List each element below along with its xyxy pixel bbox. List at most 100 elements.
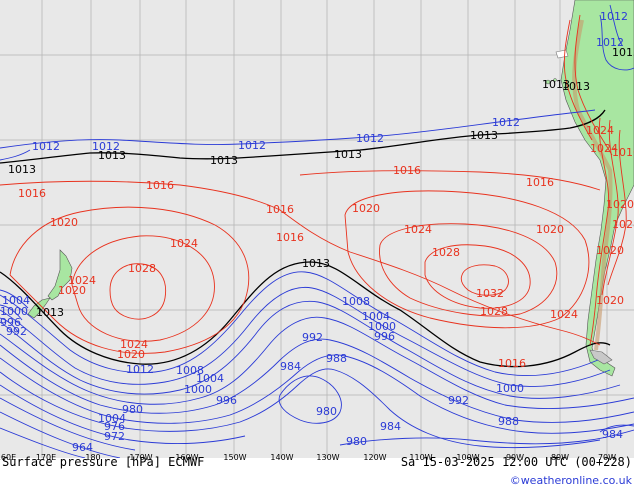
low-pressure-isobars [0,4,634,459]
isobar-label-1013: 1013 [542,78,570,91]
isobar-label-1020: 1020 [352,202,380,215]
isobar-label-996: 996 [0,316,21,329]
isobar-1020-coast [601,119,619,296]
isobar-1020 [9,206,250,354]
isobar-label-1000: 1000 [0,305,28,318]
isobar-988 [0,354,634,434]
galapagos-island [545,79,551,85]
isobar-label-1020: 1020 [536,223,564,236]
isobar-1013-south [0,261,611,368]
isobar-label-1013: 1013 [562,80,590,93]
isobar-label-1004: 1004 [362,310,390,323]
isobar-label-1032: 1032 [476,287,504,300]
isobar-label-1004: 1004 [2,294,30,307]
isobar-label-1020: 1020 [58,284,86,297]
isobar-label-1016: 1016 [393,164,421,177]
isobar-1012-sa [599,14,634,71]
isobar-label-1013: 1013 [612,46,634,59]
isobar-label-984: 984 [602,428,623,441]
isobar-label-984: 984 [380,420,401,433]
isobar-label-1000: 1000 [184,383,212,396]
blue-labels: 1012 1012 1012 1012 1012 1012 1008 1004 … [0,10,628,454]
isobar-label-1012: 1012 [596,36,624,49]
isobar-label-1020: 1020 [117,348,145,361]
lon-label: 180 [85,453,100,462]
isobar-label-1013: 1013 [8,163,36,176]
isobar-1028 [424,244,531,309]
isobar-label-1012: 1012 [356,132,384,145]
isobar-label-992: 992 [6,325,27,338]
isobar-label-1024: 1024 [550,308,578,321]
isobar-976 [0,397,136,451]
isobar-label-1013: 1013 [302,257,330,270]
isobar-984 [0,368,601,449]
isobar-label-1024: 1024 [68,274,96,287]
isobar-label-984: 980 [122,403,143,416]
isobar-label-1012: 1012 [126,363,154,376]
lon-label: 100W [456,453,479,462]
isobar-980-low [278,375,342,424]
lon-label: 160W [175,453,198,462]
isobar-label-980: 980 [316,405,337,418]
isobar-label-996: 996 [216,394,237,407]
isobar-984-east [599,424,634,433]
isobar-label-1012: 1012 [32,140,60,153]
footer-band [0,458,634,490]
isobar-label-980: 980 [346,435,367,448]
lon-label: 70W [598,453,616,462]
lon-label: 150W [223,453,246,462]
lon-label: 120W [363,453,386,462]
isobar-1024 [71,235,215,342]
new-zealand-north-island [47,249,73,301]
isobar-1012-west [0,149,31,161]
isobar-1020 [344,190,590,329]
forecast-datetime: Sa 15-03-2025 12:00 UTC (00+228) [401,455,632,469]
isobar-label-1016: 1016 [266,203,294,216]
isobar-label-1028: 1028 [480,305,508,318]
isobar-label-1028: 1028 [612,218,634,231]
isobar-label-1012: 1012 [238,139,266,152]
isobar-label-1020: 1020 [606,198,634,211]
andes-terrain [572,19,613,351]
lon-label: 170W [129,453,152,462]
isobar-964 [0,427,86,459]
isobar-label-1020: 1020 [596,244,624,257]
credit-link[interactable]: ©weatheronline.co.uk [510,474,633,487]
lon-label: 170E [36,453,56,462]
isobar-1000 [0,300,621,399]
isobar-label-1024: 1024 [170,237,198,250]
isobar-1032 [460,264,509,296]
isobar-label-1028: 1028 [432,246,460,259]
isobar-label-992: 992 [302,331,323,344]
isobar-label-1013: 1013 [36,306,64,319]
isobar-label-988: 988 [326,352,347,365]
isobar-1012 [0,109,596,149]
lon-label: 140W [270,453,293,462]
isobar-1016 [299,170,601,191]
isobar-996-nz [0,317,19,333]
isobar-label-1016: 1016 [612,146,634,159]
tierra-del-fuego [589,349,613,365]
isobar-1000-nz [0,304,23,321]
isobar-1012-coast [563,19,593,141]
isobar-label-1004: 1000 [496,382,524,395]
isobar-label-988: 988 [498,415,519,428]
isobar-label-1004: 1004 [196,372,224,385]
isobar-label-972: 972 [104,430,125,443]
isobar-label-984: 984 [280,360,301,373]
lon-label: 80W [551,453,569,462]
isobar-label-1012: 1012 [492,116,520,129]
high-pressure-isobars [0,14,627,354]
isobar-1024-coast [607,129,627,286]
lon-label: 90W [506,453,524,462]
isobar-980-east [339,429,634,446]
isobar-label-976: 976 [104,420,125,433]
lon-label: 130W [316,453,339,462]
isobar-1024 [379,223,558,317]
isobar-label-1028: 1028 [128,262,156,275]
isobar-label-1008: 1008 [176,364,204,377]
isobar-label-964: 964 [72,441,93,454]
